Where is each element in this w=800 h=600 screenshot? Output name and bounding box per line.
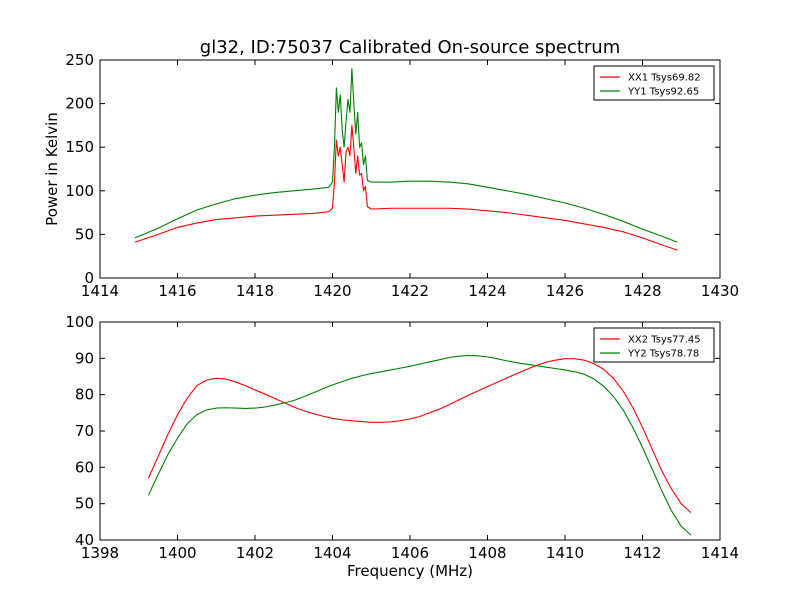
top-x-tick-label: 1418 bbox=[236, 282, 274, 300]
bottom-x-tick-label: 1400 bbox=[158, 544, 196, 562]
bottom-x-tick-label: 1402 bbox=[236, 544, 274, 562]
bottom-x-axis-title: Frequency (MHz) bbox=[347, 562, 473, 580]
bottom-y-tick-label: 100 bbox=[65, 313, 94, 331]
bottom-legend-label: YY2 Tsys78.78 bbox=[627, 349, 699, 360]
bottom-legend-label: XX2 Tsys77.45 bbox=[628, 335, 701, 346]
bottom-x-tick-label: 1408 bbox=[468, 544, 506, 562]
top-x-tick-label: 1426 bbox=[546, 282, 584, 300]
top-x-tick-label: 1414 bbox=[81, 282, 119, 300]
bottom-y-tick-label: 60 bbox=[75, 458, 94, 476]
bottom-y-tick-label: 50 bbox=[75, 495, 94, 513]
top-x-tick-label: 1416 bbox=[158, 282, 196, 300]
top-x-tick-label: 1420 bbox=[313, 282, 351, 300]
bottom-series-1-line bbox=[147, 358, 692, 514]
top-chart: 1414 1416 1418 1420 1422 1424 1426 1428 1430 0 50 1… bbox=[43, 51, 739, 300]
top-x-tick-label: 1430 bbox=[701, 282, 739, 300]
top-legend-label: XX1 Tsys69.82 bbox=[628, 73, 701, 84]
top-legend-box bbox=[593, 65, 715, 101]
bottom-series-2-line bbox=[147, 354, 692, 536]
top-legend: XX1 Tsys69.82 YY1 Tsys92.65 bbox=[593, 65, 715, 101]
top-y-tick-label: 250 bbox=[65, 51, 94, 69]
bottom-x-tick-label: 1406 bbox=[391, 544, 429, 562]
bottom-legend-box bbox=[593, 327, 715, 363]
bottom-y-tick-label: 90 bbox=[75, 349, 94, 367]
top-legend-label: YY1 Tsys92.65 bbox=[627, 87, 699, 98]
bottom-y-tick-label: 80 bbox=[75, 386, 94, 404]
bottom-y-tick-label: 40 bbox=[75, 531, 94, 549]
bottom-x-tick-label: 1398 bbox=[81, 544, 119, 562]
top-x-tick-label: 1422 bbox=[391, 282, 429, 300]
top-y-tick-label: 50 bbox=[75, 225, 94, 243]
top-x-tick-label: 1428 bbox=[623, 282, 661, 300]
bottom-x-tick-label: 1412 bbox=[623, 544, 661, 562]
top-series-1-line bbox=[134, 124, 678, 251]
top-y-tick-label: 100 bbox=[65, 182, 94, 200]
top-y-tick-label: 0 bbox=[84, 269, 94, 287]
bottom-y-tick-label: 70 bbox=[75, 422, 94, 440]
bottom-x-tick-label: 1410 bbox=[546, 544, 584, 562]
top-y-tick-label: 150 bbox=[65, 138, 94, 156]
bottom-chart: 1398 1400 1402 1404 1406 1408 1410 1412 1414 40 50… bbox=[65, 313, 739, 580]
top-y-axis-title: Power in Kelvin bbox=[43, 112, 61, 226]
bottom-legend: XX2 Tsys77.45 YY2 Tsys78.78 bbox=[593, 327, 715, 363]
bottom-x-tick-label: 1414 bbox=[701, 544, 739, 562]
top-series-2-line bbox=[134, 68, 678, 243]
top-y-tick-label: 200 bbox=[65, 95, 94, 113]
chart-title: gl32, ID:75037 Calibrated On-source spec… bbox=[200, 37, 620, 58]
top-x-tick-label: 1424 bbox=[468, 282, 506, 300]
bottom-x-tick-label: 1404 bbox=[313, 544, 351, 562]
